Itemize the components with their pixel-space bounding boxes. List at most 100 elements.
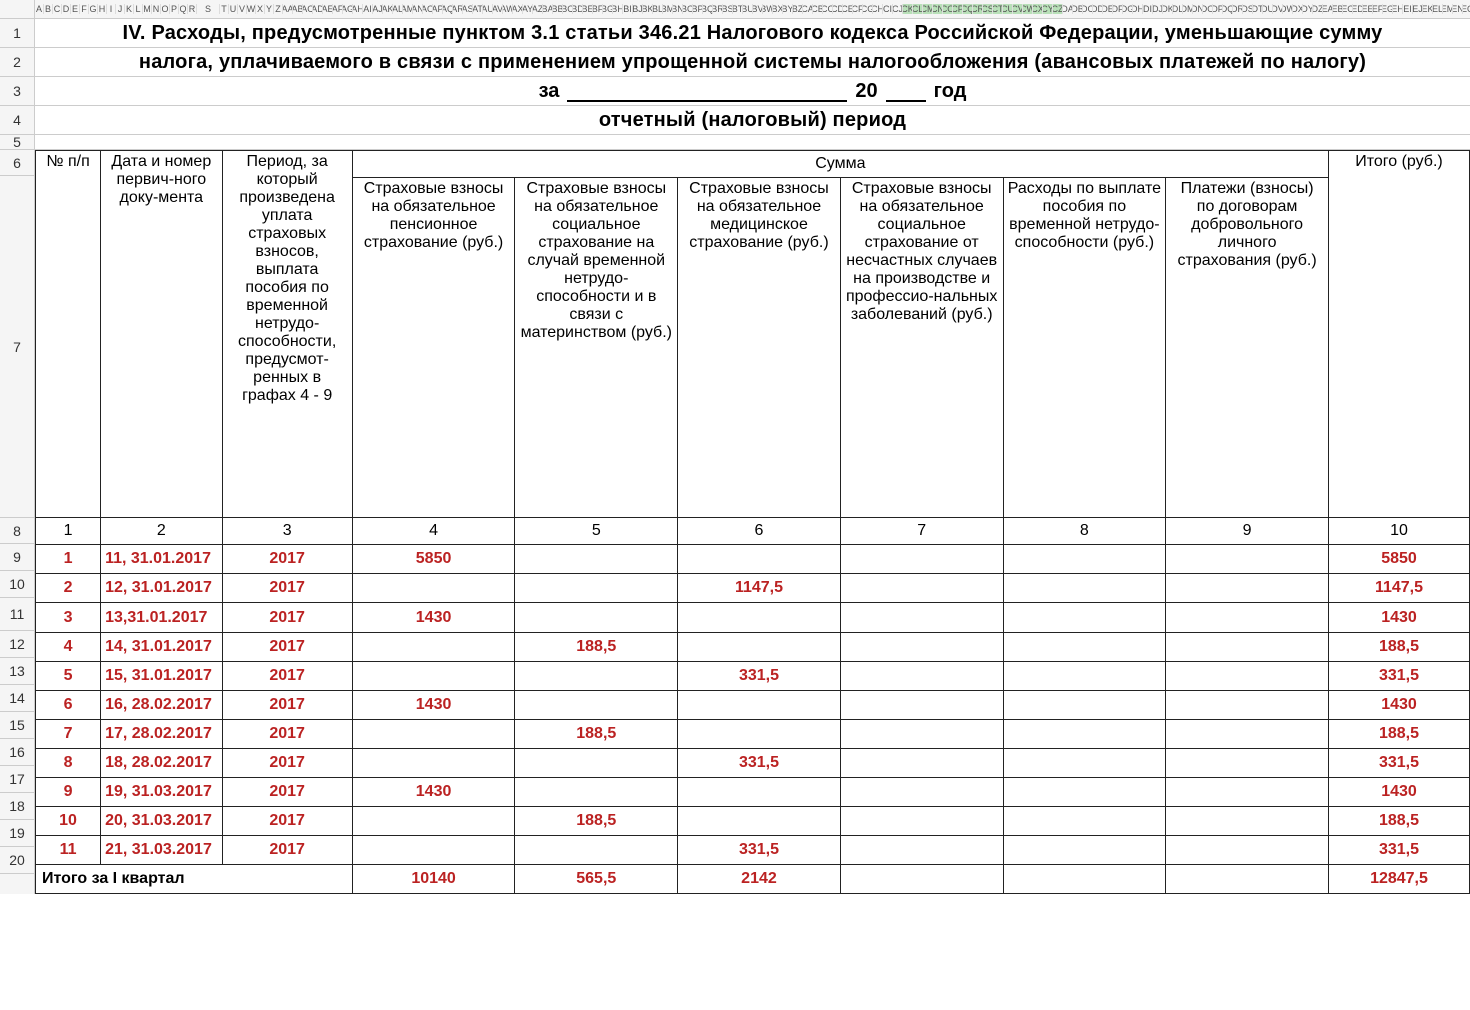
cell[interactable] [678, 633, 841, 662]
row-number[interactable]: 8 [0, 518, 34, 544]
column-letter[interactable]: S [197, 4, 220, 14]
cell[interactable] [840, 778, 1003, 807]
column-letter[interactable]: DA [1063, 4, 1073, 14]
column-letter[interactable]: DY [1303, 4, 1313, 14]
table-row[interactable]: 818, 28.02.20172017331,5331,5 [36, 749, 1470, 778]
column-letter[interactable]: CQ [963, 4, 973, 14]
cell[interactable]: 188,5 [1328, 633, 1469, 662]
cell[interactable] [1003, 603, 1166, 633]
cell[interactable]: 1430 [1328, 778, 1469, 807]
cell[interactable] [678, 545, 841, 574]
cell[interactable]: 188,5 [515, 807, 678, 836]
column-letter[interactable]: BI [623, 4, 633, 14]
column-letter[interactable]: DG [1123, 4, 1133, 14]
column-letter[interactable]: CU [1003, 4, 1013, 14]
cell[interactable] [840, 749, 1003, 778]
column-letter[interactable]: BC [563, 4, 573, 14]
table-row[interactable]: 313,31.01.2017201714301430 [36, 603, 1470, 633]
column-letter[interactable]: DX [1293, 4, 1303, 14]
cell[interactable] [1003, 749, 1166, 778]
column-letter[interactable]: CJ [893, 4, 903, 14]
cell[interactable] [1166, 545, 1329, 574]
column-letter[interactable]: AB [293, 4, 303, 14]
cell[interactable]: 1430 [352, 778, 515, 807]
cell[interactable] [1003, 807, 1166, 836]
cell[interactable]: 2017 [222, 633, 352, 662]
column-letter[interactable]: AT [473, 4, 483, 14]
cell[interactable] [1166, 749, 1329, 778]
column-letter[interactable]: E [71, 4, 80, 14]
row-number[interactable]: 2 [0, 48, 35, 76]
column-letter[interactable]: Y [265, 4, 274, 14]
column-letter[interactable]: BZ [793, 4, 803, 14]
cell[interactable] [515, 662, 678, 691]
cell[interactable] [352, 662, 515, 691]
column-letter[interactable]: AP [433, 4, 443, 14]
column-letter[interactable]: P [170, 4, 179, 14]
cell[interactable]: 2017 [222, 836, 352, 865]
cell[interactable]: 331,5 [678, 749, 841, 778]
column-letter[interactable]: BO [683, 4, 693, 14]
column-letter[interactable]: DW [1283, 4, 1293, 14]
column-letter[interactable]: AO [423, 4, 433, 14]
cell[interactable]: 2017 [222, 807, 352, 836]
column-letter[interactable]: N [152, 4, 161, 14]
cell[interactable]: 5850 [352, 545, 515, 574]
cell[interactable]: 5 [36, 662, 101, 691]
cell[interactable] [515, 836, 678, 865]
column-letter[interactable]: DM [1183, 4, 1193, 14]
column-letter[interactable]: Q [179, 4, 188, 14]
column-letter[interactable]: W [247, 4, 256, 14]
column-letter[interactable]: CG [863, 4, 873, 14]
column-letter[interactable]: CB [813, 4, 823, 14]
row-number[interactable]: 18 [0, 793, 34, 820]
cell[interactable]: 2017 [222, 691, 352, 720]
cell[interactable]: 9 [36, 778, 101, 807]
column-letter[interactable]: A [35, 4, 44, 14]
total-cell[interactable] [1166, 865, 1329, 894]
column-letter[interactable]: CL [913, 4, 923, 14]
cell[interactable] [1003, 720, 1166, 749]
column-letter[interactable]: BU [743, 4, 753, 14]
cell[interactable] [678, 603, 841, 633]
total-cell[interactable] [840, 865, 1003, 894]
cell[interactable]: 20, 31.03.2017 [101, 807, 222, 836]
column-letter[interactable]: U [229, 4, 238, 14]
row-number[interactable]: 9 [0, 544, 34, 571]
cell[interactable] [678, 807, 841, 836]
column-letter[interactable]: M [143, 4, 152, 14]
column-letter[interactable]: AY [523, 4, 533, 14]
cell[interactable]: 1430 [352, 691, 515, 720]
cell[interactable]: 16, 28.02.2017 [101, 691, 222, 720]
column-letter[interactable]: AJ [373, 4, 383, 14]
corner-cell[interactable] [0, 0, 35, 18]
column-letter[interactable]: BR [713, 4, 723, 14]
cell[interactable]: 12, 31.01.2017 [101, 574, 222, 603]
column-letter[interactable]: AF [333, 4, 343, 14]
cell[interactable]: 188,5 [1328, 807, 1469, 836]
cell[interactable]: 2017 [222, 545, 352, 574]
table-row[interactable]: 1020, 31.03.20172017188,5188,5 [36, 807, 1470, 836]
total-cell[interactable]: 12847,5 [1328, 865, 1469, 894]
column-letter[interactable]: AA [283, 4, 293, 14]
column-letter[interactable]: CI [883, 4, 893, 14]
cell[interactable]: 13,31.01.2017 [101, 603, 222, 633]
cell[interactable] [1166, 720, 1329, 749]
cell[interactable] [678, 720, 841, 749]
table-row[interactable]: 717, 28.02.20172017188,5188,5 [36, 720, 1470, 749]
cell[interactable]: 331,5 [678, 662, 841, 691]
column-letter[interactable]: BL [653, 4, 663, 14]
column-letter[interactable]: H [98, 4, 107, 14]
cell[interactable]: 331,5 [678, 836, 841, 865]
column-letter[interactable]: DZ [1313, 4, 1323, 14]
column-letter[interactable]: G [89, 4, 98, 14]
column-letter[interactable]: EH [1393, 4, 1403, 14]
cell[interactable] [1166, 778, 1329, 807]
cell[interactable] [1166, 603, 1329, 633]
column-letter[interactable]: EJ [1413, 4, 1423, 14]
column-letter[interactable]: CK [903, 4, 913, 14]
column-letter[interactable]: X [256, 4, 265, 14]
cell[interactable]: 6 [36, 691, 101, 720]
column-letter[interactable]: DF [1113, 4, 1123, 14]
column-letter[interactable]: CY [1043, 4, 1053, 14]
